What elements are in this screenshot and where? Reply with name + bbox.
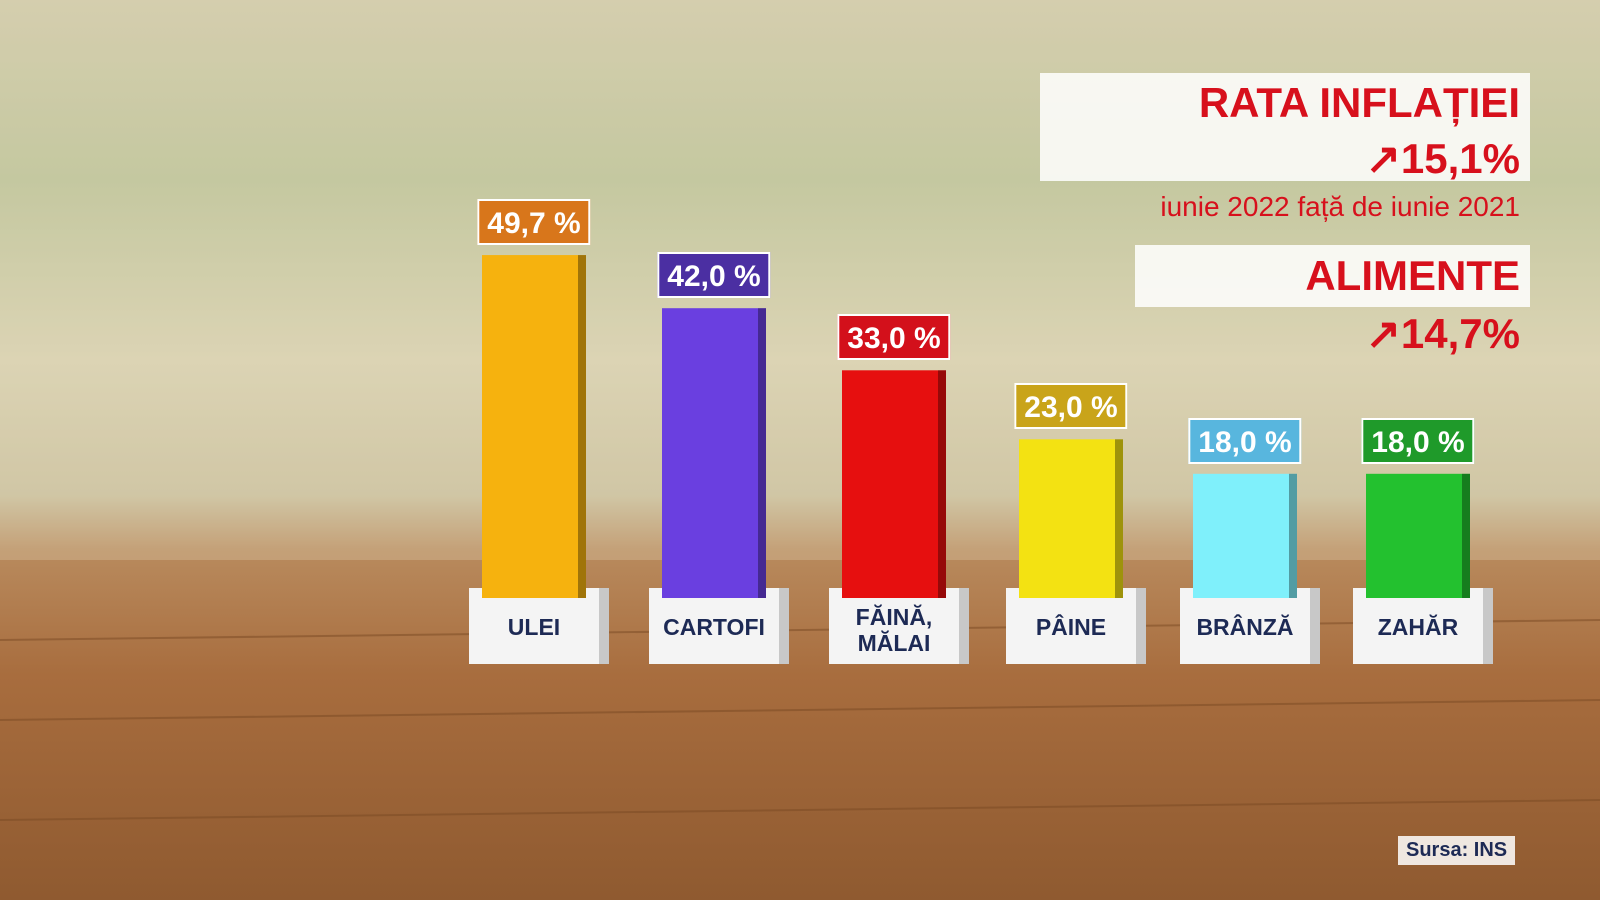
pedestal-side [599,588,609,664]
bar-side [1289,473,1297,598]
pedestal [469,588,599,664]
pedestal-side [1483,588,1493,664]
value-label: 49,7 % [477,199,591,246]
pedestal-side [779,588,789,664]
wood-planks [0,619,1600,821]
pedestal-side [1310,588,1320,664]
headline-box: RATA INFLAȚIEI ↗15,1% iunie 2022 față de… [1040,73,1530,222]
pedestal [1353,588,1483,664]
pedestal [649,588,779,664]
headline-subtitle: iunie 2022 față de iunie 2021 [1160,191,1520,222]
pedestal-side [959,588,969,664]
category-label: PÂINE [1035,614,1107,640]
bar-side [938,370,946,598]
bar-side [758,308,766,598]
bar-side [578,255,586,598]
category-label: BRÂNZĂ [1196,614,1294,640]
value-label: 18,0 % [1361,417,1475,464]
headline-1: RATA INFLAȚIEI ↗15,1% [1050,75,1520,187]
pedestal [1180,588,1310,664]
bar [1019,439,1123,598]
arrow: ↗ [1365,135,1401,182]
bar-side [1462,473,1470,598]
bar [842,370,946,598]
bar [662,308,766,598]
bar [482,255,586,598]
pedestal [829,588,959,664]
bar [1366,473,1470,598]
source: Sursa: INS [1398,836,1516,865]
value-label: 33,0 % [837,314,951,361]
category-label: ULEI [507,614,561,640]
headline-2: ALIMENTE ↗14,7% [1135,245,1530,357]
category-label: ZAHĂR [1377,614,1459,640]
value-label: 42,0 % [657,252,771,299]
headline-label: ALIMENTE [1305,252,1520,299]
category-label: CARTOFI [663,614,765,640]
headline-label: RATA INFLAȚIEI [1198,79,1520,126]
pedestal [1006,588,1136,664]
headline-value: 14,7% [1400,310,1520,357]
value-label: 18,0 % [1188,417,1302,464]
arrow: ↗ [1365,310,1401,357]
value-label: 23,0 % [1014,383,1128,430]
bar-side [1115,439,1123,598]
pedestal-side [1136,588,1146,664]
bar [1193,473,1297,598]
category-label: FĂINĂ, MĂLAI [855,604,933,656]
headline-value: 15,1% [1400,135,1520,182]
